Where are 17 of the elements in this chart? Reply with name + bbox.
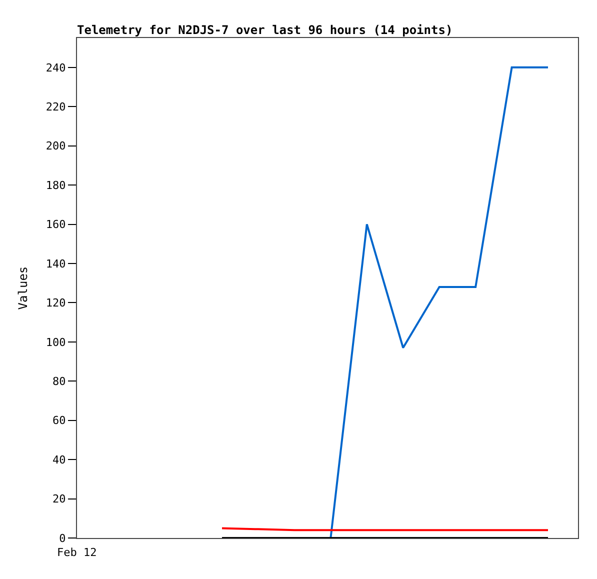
y-tick-label: 240 xyxy=(46,61,66,74)
y-tick-label: 220 xyxy=(46,100,66,114)
line-series xyxy=(330,66,549,538)
y-tick-label: 20 xyxy=(52,492,66,506)
y-tick-label: 40 xyxy=(52,453,66,466)
y-tick-label: 80 xyxy=(52,374,66,388)
y-tick-label: 160 xyxy=(46,218,66,232)
chart-title: Telemetry for N2DJS-7 over last 96 hours (14 points) xyxy=(77,23,453,38)
y-tick-label: 100 xyxy=(46,336,66,349)
y-tick-label: 140 xyxy=(46,257,66,270)
y-axis-title: Values xyxy=(16,266,30,310)
text: Feb 12 xyxy=(57,546,97,559)
y-tick-label: 200 xyxy=(46,140,66,153)
y-tick-label: 60 xyxy=(52,414,66,428)
y-tick-label: 180 xyxy=(46,178,66,192)
y-tick-label: 120 xyxy=(46,296,66,310)
y-tick-label: 0 xyxy=(59,532,66,545)
